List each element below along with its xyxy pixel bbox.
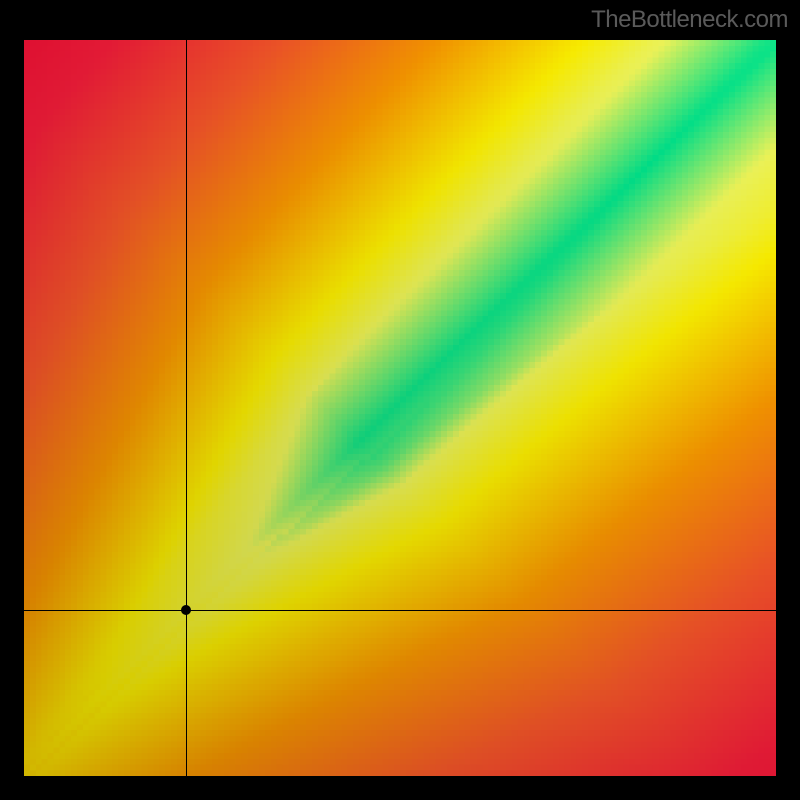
- crosshair-horizontal: [24, 610, 776, 611]
- plot-area: [24, 40, 776, 776]
- heatmap-canvas: [24, 40, 776, 776]
- chart-container: TheBottleneck.com: [0, 0, 800, 800]
- watermark-text: TheBottleneck.com: [591, 6, 788, 34]
- marker-dot: [181, 605, 191, 615]
- crosshair-vertical: [186, 40, 187, 776]
